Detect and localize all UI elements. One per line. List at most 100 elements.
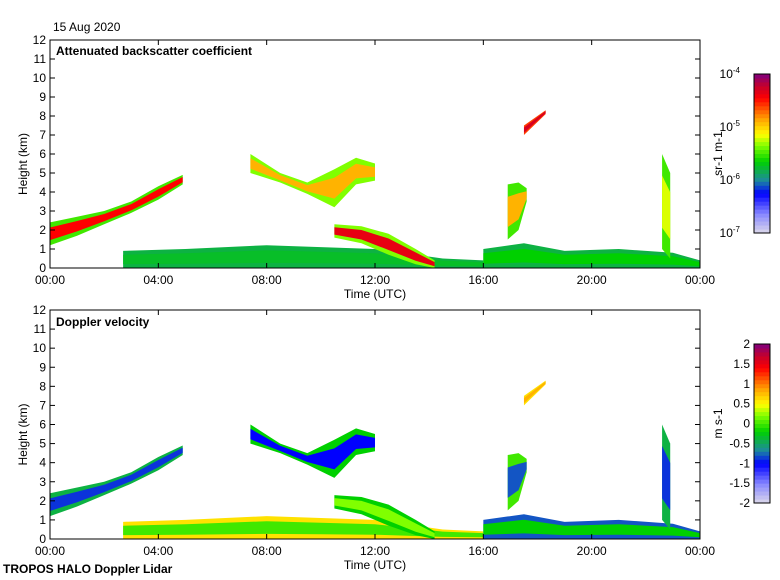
colorbar-cell (754, 185, 770, 190)
feature-plume-17h-core (507, 191, 527, 228)
colorbar-cell (754, 427, 770, 432)
y-tick-label: 3 (39, 475, 46, 489)
colorbar-frame (753, 343, 771, 504)
y-tick-label: 12 (33, 33, 47, 47)
colorbar-cell (754, 443, 770, 448)
colorbar-cell (754, 371, 770, 377)
colorbar-cell (754, 395, 770, 401)
colorbar-tick-label: 1.5 (733, 357, 750, 371)
colorbar-cell (754, 101, 770, 107)
colorbar-cell (754, 153, 770, 158)
x-tick-label: 08:00 (252, 544, 282, 558)
colorbar-cell (754, 137, 770, 143)
colorbar-cell (754, 359, 770, 365)
colorbar-tick-label: -1 (739, 456, 750, 470)
colorbar-cell (754, 221, 770, 226)
colorbar-cell (754, 169, 770, 174)
colorbar-cell (754, 495, 770, 500)
feature-high-cloud-core (523, 111, 546, 133)
y-tick-label: 6 (39, 147, 46, 161)
x-tick-label: 12:00 (360, 273, 390, 287)
colorbar-cell (754, 189, 770, 194)
y-tick-label: 8 (39, 379, 46, 393)
colorbar-cell (754, 201, 770, 206)
y-tick-label: 6 (39, 418, 46, 432)
colorbar-cell (754, 467, 770, 472)
feature-mid-cloud-core (250, 158, 375, 199)
feature-afternoon-boundary-layer-core (483, 519, 700, 538)
superscript: -7 (733, 225, 741, 234)
colorbar-cell (754, 129, 770, 135)
colorbar-cell (754, 447, 770, 452)
feature-descending-aerosol-core (334, 498, 435, 538)
colorbar-cell (754, 367, 770, 373)
colorbar-cell (754, 455, 770, 460)
feature-boundary-layer-core (123, 521, 484, 538)
superscript: -5 (733, 119, 741, 128)
colorbar-cell (754, 105, 770, 111)
x-tick-label: 00:00 (685, 544, 715, 558)
footer-label: TROPOS HALO Doppler Lidar (3, 562, 173, 576)
y-axis-label: Height (km) (16, 133, 30, 195)
colorbar-cell (754, 439, 770, 444)
feature-afternoon-boundary-layer-core (483, 248, 700, 267)
colorbar-cell (754, 93, 770, 99)
colorbar-cell (754, 113, 770, 119)
colorbar-tick-label: -2 (739, 496, 750, 510)
y-tick-label: 12 (33, 303, 47, 317)
colorbar-label: m s-1 (711, 408, 725, 438)
colorbar-cell (754, 85, 770, 91)
x-axis-label: Time (UTC) (344, 558, 406, 572)
colorbar-cell (754, 109, 770, 115)
x-tick-label: 20:00 (577, 544, 607, 558)
y-tick-label: 1 (39, 513, 46, 527)
colorbar-cell (754, 387, 770, 393)
y-tick-label: 8 (39, 109, 46, 123)
y-tick-label: 7 (39, 398, 46, 412)
feature-spike-23h-core (662, 445, 671, 511)
feature-mid-cloud-core (250, 428, 375, 470)
colorbar-cell (754, 173, 770, 178)
colorbar-tick-label: 0.5 (733, 397, 750, 411)
colorbar-cell (754, 411, 770, 417)
y-tick-label: 5 (39, 437, 46, 451)
colorbar-cell (754, 415, 770, 421)
colorbar-cell (754, 81, 770, 87)
colorbar-cell (754, 431, 770, 436)
colorbar-cell (754, 177, 770, 182)
x-tick-label: 20:00 (577, 273, 607, 287)
colorbar-cell (754, 125, 770, 131)
y-axis-label: Height (km) (16, 403, 30, 465)
x-tick-label: 08:00 (252, 273, 282, 287)
colorbar-cell (754, 229, 770, 234)
colorbar-cell (754, 161, 770, 166)
colorbar-cell (754, 475, 770, 480)
y-tick-label: 0 (39, 261, 46, 275)
colorbar-cell (754, 347, 770, 353)
colorbar-tick-label: 0 (743, 417, 750, 431)
colorbar-cell (754, 375, 770, 381)
colorbar-cell (754, 344, 770, 349)
colorbar-tick-label: 10-4 (720, 66, 741, 81)
colorbar-cell (754, 133, 770, 139)
colorbar-cell (754, 459, 770, 464)
colorbar-cell (754, 197, 770, 202)
colorbar-frame (753, 73, 771, 234)
colorbar-cell (754, 491, 770, 496)
x-tick-label: 16:00 (468, 544, 498, 558)
superscript: -4 (733, 66, 741, 75)
colorbar-cell (754, 479, 770, 484)
y-tick-label: 10 (33, 341, 47, 355)
y-tick-label: 0 (39, 532, 46, 546)
y-tick-label: 5 (39, 166, 46, 180)
colorbar-cell (754, 407, 770, 413)
colorbar-cell (754, 74, 770, 79)
colorbar-cell (754, 205, 770, 210)
colorbar-cell (754, 217, 770, 222)
x-tick-label: 00:00 (35, 544, 65, 558)
colorbar-cell (754, 355, 770, 361)
x-tick-label: 00:00 (35, 273, 65, 287)
y-tick-label: 7 (39, 128, 46, 142)
